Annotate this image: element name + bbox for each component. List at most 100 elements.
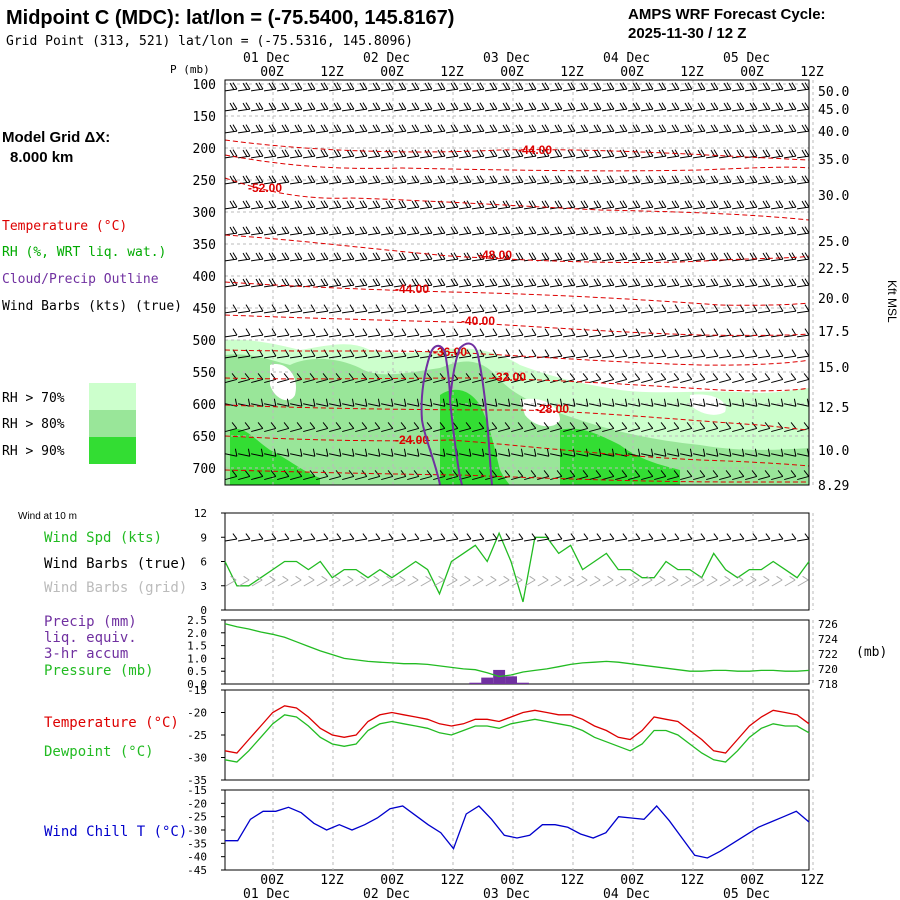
wind-barb [289,175,303,185]
bottom-date-4: 04 Dec [603,887,650,900]
wind-barb [796,278,810,288]
wind-barb [289,328,303,338]
wind-barb [367,226,381,236]
wind-barb [562,349,576,359]
bottom-date-5: 05 Dec [723,887,770,900]
wind-barb [523,149,537,159]
wind-barb [562,252,576,262]
wind-barb [446,398,459,407]
wind-barb [420,470,433,481]
wind-barb [419,82,433,92]
wind-barb [692,278,706,288]
wind-barb [484,124,498,134]
wind-barb [601,200,615,210]
surface-barb-true [485,533,498,542]
wind-barb [706,422,719,433]
wind-barb [536,328,550,338]
surface-barb-true [771,533,784,542]
wind-barb [302,82,316,92]
wind-barb [563,448,576,457]
wind-barb [601,304,615,314]
wind-barb [237,149,251,159]
wind-barb [289,82,303,92]
wind-barb [757,349,771,359]
wind-barb [614,252,628,262]
wind-barb [472,422,485,433]
pressure-label: Pressure (mb) [44,663,154,679]
wind-barb [796,304,810,314]
wind-barb [601,226,615,236]
wind-barb [432,278,446,288]
wind-barb [250,149,264,159]
wind-barb [731,349,745,359]
wind-barb [315,149,329,159]
wind-barb [718,102,732,112]
wind-barb [536,149,550,159]
precip-pressure-panel: 0.00.51.01.52.02.5 718 720 722 724 726 [187,614,838,691]
wind-barb [367,278,381,288]
wind-barb [770,278,784,288]
top-date-3: 03 Dec [483,51,530,66]
wind-barb [589,448,602,457]
wind-barb [549,149,563,159]
wind-barb [315,304,329,314]
surface-barb-grid [771,575,783,587]
wind-barb [497,304,511,314]
surface-barb-true [589,533,602,542]
wind-barb [640,124,654,134]
wind-barb [744,175,758,185]
wind-barb [394,422,407,433]
wind-barb [497,175,511,185]
rh80-swatch [89,410,136,437]
wind-barb [433,398,446,407]
wind-barb [601,102,615,112]
wind-barb [406,102,420,112]
height-tick: 40.0 [818,125,849,140]
contour-label-3: -48.00 [478,248,512,262]
height-tick: 35.0 [818,153,849,168]
wind-barb [718,124,732,134]
y-tick-label: -25 [187,811,207,824]
wind-barb [368,448,381,457]
wind-barb [420,422,433,433]
wind-barb [328,252,342,262]
top-hour-label: 00Z [260,65,284,80]
wind-barb [627,349,641,359]
wind-barb [406,175,420,185]
wind-barb [250,252,264,262]
wind-barb [628,373,641,384]
y-tick-label: 3 [200,580,207,593]
wind-barb [302,149,316,159]
wind-barb [537,470,550,481]
wind-barb [224,102,238,112]
wind-barb [445,200,459,210]
surface-barb-true [342,533,355,542]
contour-minus48-upper [224,154,810,172]
wind-barb [341,200,355,210]
top-hour-label: 12Z [800,65,824,80]
wind-barb [679,200,693,210]
wind-barb [276,149,290,159]
wind-barb [666,252,680,262]
wind-barb [588,200,602,210]
wind-barb [666,82,680,92]
wind-barb [524,448,537,457]
wind-barb [562,149,576,159]
precip-label: Precip (mm) [44,614,137,630]
bottom-hour-label: 12Z [440,873,464,888]
surface-barb-true [381,533,394,542]
top-hour-label: 12Z [440,65,464,80]
wind-barb [705,82,719,92]
pressure-tick-labels: 100 150 200 250 300 350 400 450 500 550 600 650 700 [193,78,216,477]
wind-barb [342,422,355,433]
surface-barb-grid [407,575,419,587]
wind-barb [589,470,602,481]
wind-barb [342,470,355,481]
bottom-date-3: 03 Dec [483,887,530,900]
wind-barb [393,124,407,134]
wind-barb [393,278,407,288]
wind-barb [575,226,589,236]
wind-barb [562,82,576,92]
wind-barb [471,226,485,236]
wind-barb [342,398,355,407]
